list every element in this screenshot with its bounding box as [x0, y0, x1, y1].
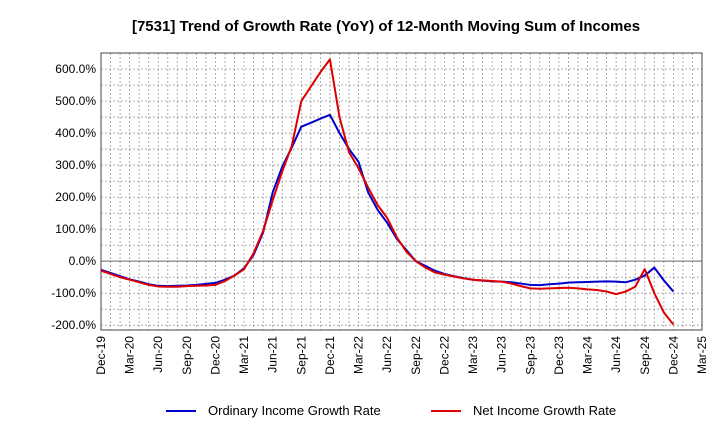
y-tick-label: 200.0% — [55, 190, 96, 204]
x-tick-label: Jun-23 — [495, 336, 509, 373]
x-tick-label: Sep-22 — [409, 336, 423, 375]
y-tick-label: 300.0% — [55, 158, 96, 172]
plot-background — [101, 53, 702, 330]
x-tick-label: Jun-24 — [609, 336, 623, 373]
x-tick-label: Dec-21 — [323, 336, 337, 375]
x-tick-label: Mar-21 — [237, 336, 251, 374]
x-tick-label: Dec-23 — [552, 336, 566, 375]
x-tick-label: Dec-22 — [437, 336, 451, 375]
y-tick-label: 600.0% — [55, 62, 96, 76]
x-tick-label: Mar-23 — [466, 336, 480, 374]
x-tick-label: Sep-23 — [523, 336, 537, 375]
legend-label-2: Net Income Growth Rate — [473, 403, 616, 418]
x-tick-label: Sep-20 — [180, 336, 194, 375]
y-tick-label: 100.0% — [55, 222, 96, 236]
x-tick-label: Sep-24 — [638, 336, 652, 375]
x-tick-label: Mar-24 — [581, 336, 595, 374]
y-tick-label: -200.0% — [51, 318, 96, 332]
x-tick-label: Mar-22 — [352, 336, 366, 374]
x-tick-label: Sep-21 — [294, 336, 308, 375]
y-tick-label: 400.0% — [55, 126, 96, 140]
chart-title: [7531] Trend of Growth Rate (YoY) of 12-… — [132, 18, 640, 35]
plot-area: 600.0% 500.0% 400.0% 300.0% 200.0% 100.0% 0.0%… — [51, 52, 709, 375]
x-tick-label: Mar-25 — [695, 336, 709, 374]
x-tick-label: Jun-21 — [266, 336, 280, 373]
x-tick-label: Dec-20 — [208, 336, 222, 375]
y-tick-label: 0.0% — [69, 254, 97, 268]
x-tick-label: Mar-20 — [123, 336, 137, 374]
x-tick-label: Jun-22 — [380, 336, 394, 373]
legend-label-1: Ordinary Income Growth Rate — [208, 403, 381, 418]
x-tick-label: Dec-19 — [94, 336, 108, 375]
y-tick-label: 500.0% — [55, 94, 96, 108]
legend: Ordinary Income Growth Rate Net Income Gr… — [166, 403, 616, 418]
y-tick-label: -100.0% — [51, 286, 96, 300]
x-tick-label: Jun-20 — [151, 336, 165, 373]
series-line-2 — [100, 58, 675, 326]
plot-frame — [100, 52, 703, 331]
x-tick-label: Dec-24 — [666, 336, 680, 375]
